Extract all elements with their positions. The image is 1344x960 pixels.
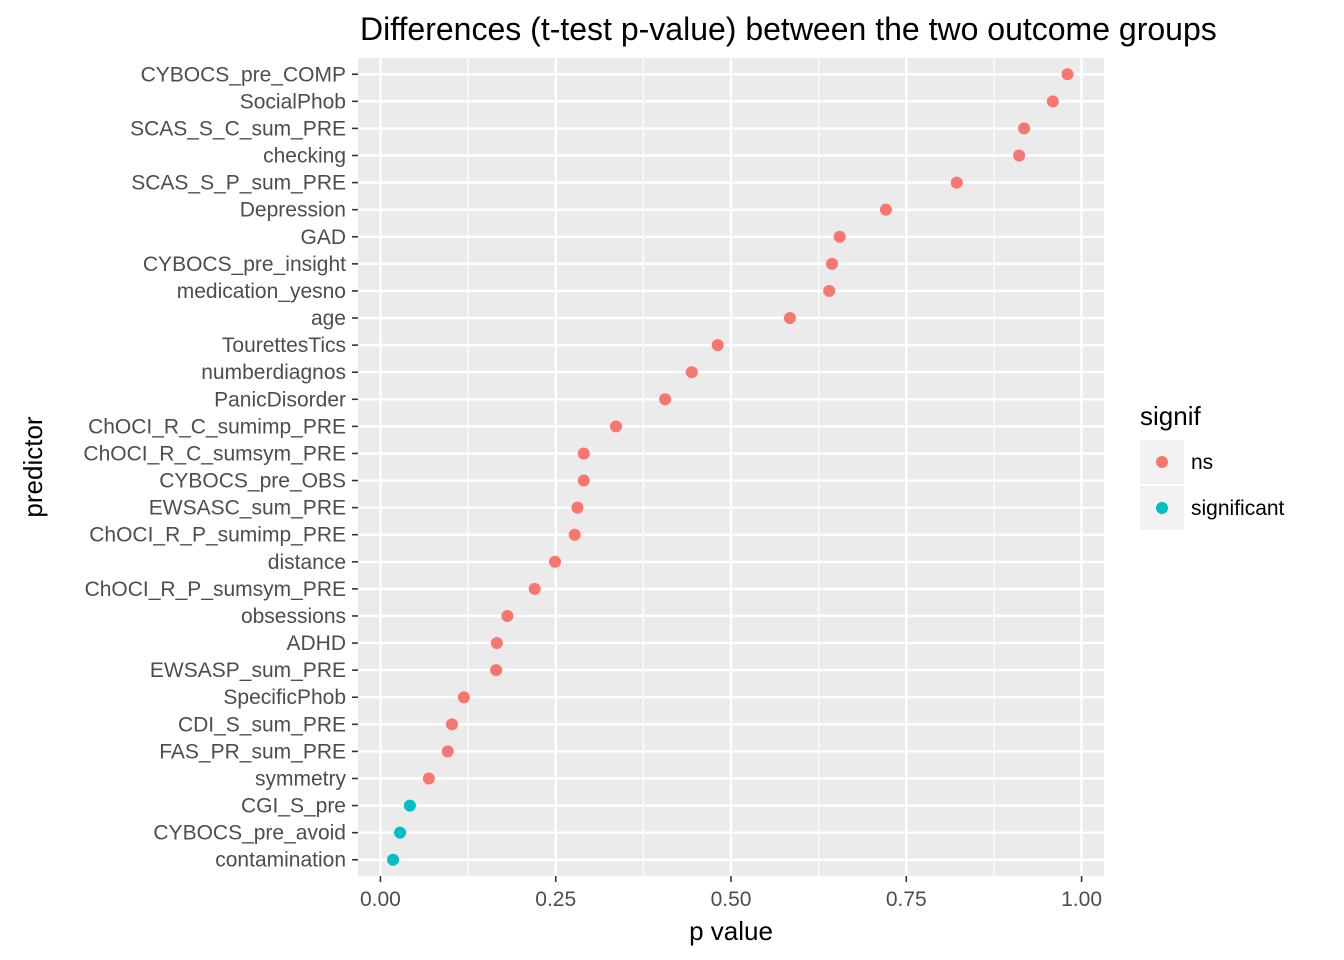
- x-tick-label: 1.00: [1061, 888, 1102, 911]
- y-tick-label: SCAS_S_P_sum_PRE: [131, 172, 346, 195]
- x-tick-label: 0.75: [886, 888, 927, 911]
- data-point-ns: [1061, 68, 1074, 81]
- x-axis-title: p value: [689, 916, 773, 946]
- y-tick-label: ADHD: [286, 632, 346, 655]
- minor-gridlines: [467, 58, 995, 876]
- y-tick-label: age: [311, 307, 346, 330]
- data-point-ns: [568, 528, 581, 541]
- y-tick-label: symmetry: [255, 767, 346, 790]
- legend-label: ns: [1191, 451, 1213, 474]
- y-tick-label: SpecificPhob: [223, 686, 346, 709]
- major-gridlines: [358, 58, 1104, 876]
- data-point-ns: [549, 555, 562, 568]
- data-point-ns: [711, 339, 724, 352]
- data-point-significant: [394, 826, 407, 839]
- y-tick-label: obsessions: [241, 605, 346, 628]
- y-tick-label: medication_yesno: [177, 280, 346, 303]
- y-tick-label: Depression: [240, 199, 346, 222]
- y-tick-label: FAS_PR_sum_PRE: [159, 740, 346, 763]
- data-point-ns: [685, 366, 698, 379]
- legend-title: signif: [1140, 401, 1201, 431]
- data-point-ns: [571, 501, 584, 514]
- data-point-ns: [1046, 95, 1059, 108]
- data-point-ns: [610, 420, 623, 433]
- x-tick-label: 0.50: [711, 888, 752, 911]
- y-tick-label: ChOCI_R_P_sumimp_PRE: [89, 524, 346, 547]
- x-tick-label: 0.25: [535, 888, 576, 911]
- y-tick-label: CYBOCS_pre_insight: [143, 253, 346, 276]
- data-point-ns: [490, 664, 503, 677]
- x-axis-ticks: 0.00 0.25 0.50 0.75 1.00: [360, 876, 1102, 911]
- y-axis-ticks: CYBOCS_pre_COMP SocialPhob SCAS_S_C_sum_PR…: [83, 63, 358, 872]
- data-point-ns: [825, 257, 838, 270]
- legend-label: significant: [1191, 497, 1285, 520]
- y-tick-label: CYBOCS_pre_COMP: [141, 63, 346, 86]
- legend-swatch: [1156, 502, 1168, 514]
- y-tick-label: EWSASP_sum_PRE: [150, 659, 346, 682]
- y-tick-label: CGI_S_pre: [241, 795, 346, 818]
- y-tick-label: CYBOCS_pre_avoid: [153, 822, 346, 845]
- data-point-significant: [403, 799, 416, 812]
- y-tick-label: TourettesTics: [222, 334, 346, 357]
- legend: signif ns significant: [1140, 401, 1285, 530]
- data-point-ns: [879, 203, 892, 216]
- data-point-ns: [528, 582, 541, 595]
- y-tick-label: SocialPhob: [240, 90, 346, 113]
- y-tick-label: ChOCI_R_C_sumsym_PRE: [83, 442, 346, 465]
- y-tick-label: checking: [263, 145, 346, 168]
- x-tick-label: 0.00: [360, 888, 401, 911]
- data-point-ns: [422, 772, 435, 785]
- data-point-ns: [659, 393, 672, 406]
- data-point-ns: [783, 312, 796, 325]
- y-tick-label: numberdiagnos: [201, 361, 346, 384]
- y-tick-label: distance: [268, 551, 346, 574]
- data-point-ns: [490, 637, 503, 650]
- data-point-significant: [387, 853, 400, 866]
- data-points: [387, 68, 1074, 866]
- y-tick-label: CYBOCS_pre_OBS: [159, 470, 346, 493]
- y-tick-label: GAD: [300, 226, 346, 249]
- data-point-ns: [823, 284, 836, 297]
- data-point-ns: [441, 745, 454, 758]
- y-tick-label: ChOCI_R_C_sumimp_PRE: [88, 415, 346, 438]
- data-point-ns: [950, 176, 963, 189]
- data-point-ns: [1018, 122, 1031, 135]
- data-point-ns: [833, 230, 846, 243]
- chart-title: Differences (t-test p-value) between the…: [360, 11, 1217, 47]
- y-tick-label: EWSASC_sum_PRE: [149, 497, 346, 520]
- y-axis-title: predictor: [18, 416, 48, 517]
- data-point-ns: [577, 447, 590, 460]
- data-point-ns: [501, 609, 514, 622]
- legend-swatch: [1156, 456, 1168, 468]
- y-tick-label: contamination: [215, 849, 346, 872]
- y-tick-label: ChOCI_R_P_sumsym_PRE: [85, 578, 346, 601]
- data-point-ns: [457, 691, 470, 704]
- y-tick-label: PanicDisorder: [214, 388, 346, 411]
- y-tick-label: CDI_S_sum_PRE: [178, 713, 346, 736]
- data-point-ns: [1013, 149, 1026, 162]
- data-point-ns: [445, 718, 458, 731]
- data-point-ns: [577, 474, 590, 487]
- y-tick-label: SCAS_S_C_sum_PRE: [130, 117, 346, 140]
